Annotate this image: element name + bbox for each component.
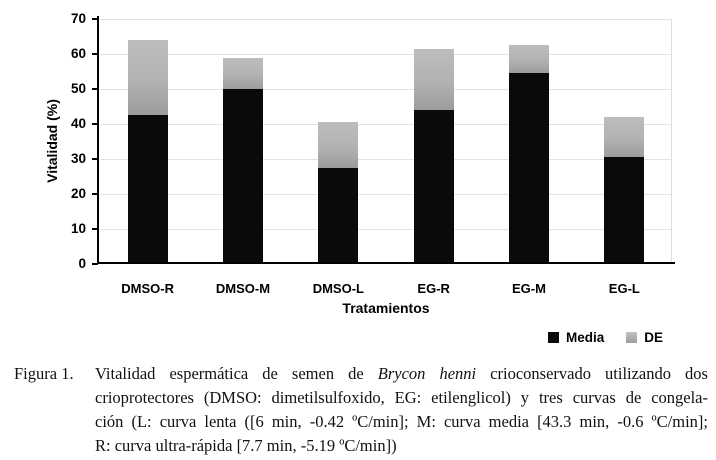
bar-segment-media (413, 110, 454, 264)
bar-segment-media (318, 167, 359, 264)
x-category-label: DMSO-L (312, 281, 364, 296)
bar-segment-media (223, 89, 263, 264)
gridline (100, 229, 672, 230)
x-axis-title: Tratamientos (342, 300, 430, 316)
gridline (100, 54, 672, 55)
caption-text-run: crioconservado utilizando dos (476, 364, 708, 383)
gridline (100, 89, 672, 90)
y-tick-label: 0 (78, 256, 86, 271)
y-tick-label: 10 (70, 221, 86, 236)
y-axis-title: Vitalidad (%) (44, 99, 60, 183)
caption-label: Figura 1. (14, 364, 74, 383)
x-category-label: DMSO-R (121, 281, 175, 296)
bar-EG-M (509, 45, 549, 264)
y-axis-line (97, 16, 99, 264)
y-tick-mark (92, 193, 98, 195)
x-category-label: DMSO-M (215, 281, 271, 296)
y-tick-label: 70 (70, 11, 86, 26)
legend-swatch-de (626, 332, 638, 343)
caption-text-run: crioprotectores (DMSO: dimetilsulfoxido,… (95, 388, 708, 407)
bar-DMSO-M (223, 57, 263, 264)
y-tick-label: 40 (70, 116, 86, 131)
y-tick-mark (92, 88, 98, 90)
caption-line: R: curva ultra-rápida [7.7 min, -5.19 ºC… (95, 434, 708, 458)
y-tick-mark (92, 123, 98, 125)
chart-legend: Media DE (548, 330, 663, 345)
plot-area (100, 19, 672, 264)
gridline (100, 159, 672, 160)
caption-text-run: R: curva ultra-rápida [7.7 min, -5.19 ºC… (95, 436, 397, 455)
gridline (100, 19, 672, 20)
figure-caption: Figura 1. Vitalidad espermática de semen… (14, 362, 708, 458)
bar-segment-de (127, 40, 168, 116)
caption-text: Vitalidad espermática de semen de Brycon… (95, 362, 708, 458)
y-tick-label: 20 (70, 186, 86, 201)
y-tick-label: 30 (70, 151, 86, 166)
bar-DMSO-R (127, 40, 168, 264)
x-category-label: EG-R (417, 281, 450, 296)
legend-label: DE (644, 330, 664, 345)
y-tick-mark (92, 53, 98, 55)
bar-segment-de (413, 48, 454, 110)
x-category-label: EG-M (512, 281, 546, 296)
bar-segment-de (318, 122, 359, 168)
gridline (100, 124, 672, 125)
x-category-label: EG-L (608, 281, 640, 296)
y-tick-mark (92, 18, 98, 20)
legend-item-media: Media (548, 330, 604, 345)
bar-EG-R (413, 48, 454, 264)
bar-DMSO-L (318, 122, 359, 264)
y-tick-label: 50 (70, 81, 86, 96)
caption-text-run: Vitalidad espermática de semen de (95, 364, 378, 383)
y-tick-label: 60 (70, 46, 86, 61)
x-axis-line (97, 262, 675, 264)
caption-line: crioprotectores (DMSO: dimetilsulfoxido,… (95, 386, 708, 410)
bar-segment-de (604, 117, 645, 158)
caption-line: ción (L: curva lenta ([6 min, -0.42 ºC/m… (95, 410, 708, 434)
bar-chart: Vitalidad (%) 0 10 20 30 40 50 60 70 DMSO-R DMSO… (44, 11, 675, 345)
y-tick-mark (92, 263, 98, 265)
bar-segment-de (223, 57, 263, 89)
legend-swatch-media (548, 332, 559, 343)
y-tick-mark (92, 158, 98, 160)
gridline (100, 194, 672, 195)
bar-segment-media (127, 115, 168, 264)
legend-label: Media (566, 330, 605, 345)
bar-segment-media (604, 157, 645, 264)
bar-segment-de (509, 45, 549, 74)
caption-text-run: ción (L: curva lenta ([6 min, -0.42 ºC/m… (95, 412, 708, 431)
bar-segment-media (509, 73, 549, 264)
caption-line: Vitalidad espermática de semen de Brycon… (95, 362, 708, 386)
caption-species-italic: Brycon henni (377, 364, 477, 383)
bar-EG-L (604, 117, 645, 264)
legend-item-de: DE (626, 330, 663, 345)
y-tick-mark (92, 228, 98, 230)
plot-right-border (671, 19, 672, 264)
